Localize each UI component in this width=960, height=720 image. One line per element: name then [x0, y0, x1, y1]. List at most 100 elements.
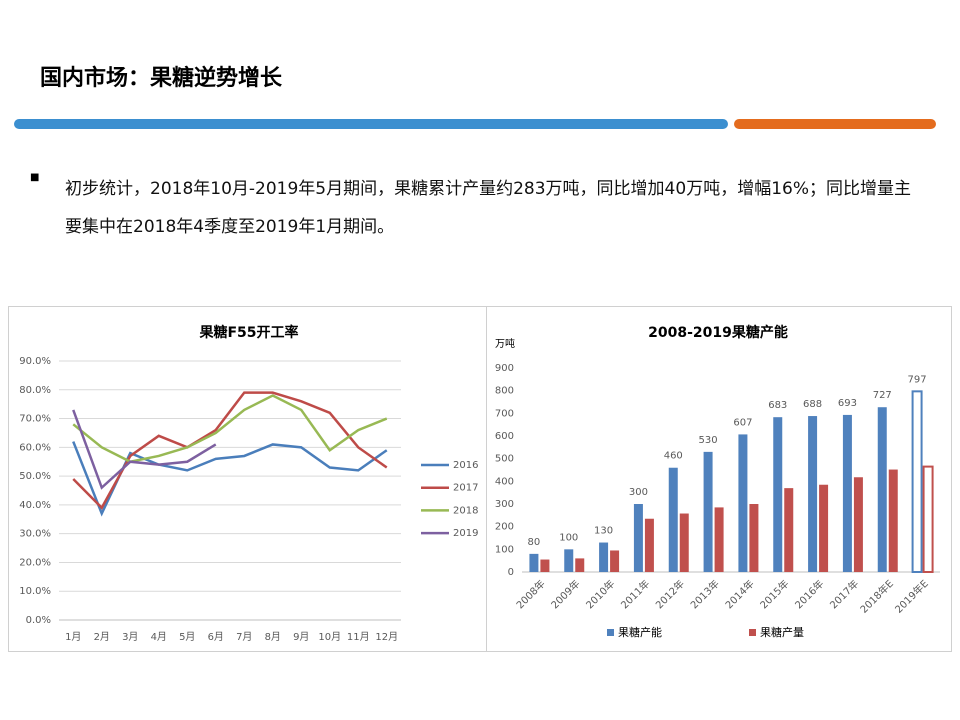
- bar: [784, 488, 794, 572]
- y-tick-label: 30.0%: [19, 529, 51, 540]
- bar: [529, 553, 539, 572]
- bar: [599, 542, 609, 572]
- legend-label: 2017: [453, 483, 478, 494]
- bar: [853, 477, 863, 572]
- chart-title: 果糖F55开工率: [198, 324, 298, 341]
- legend-swatch: [749, 629, 756, 636]
- y-tick-label: 0.0%: [26, 615, 51, 626]
- x-tick-label: 2019年E: [892, 577, 931, 616]
- line-chart: 果糖F55开工率 0.0% 10.0% 20.0% 30.0% 40.0% 50.0% 60.…: [8, 306, 487, 652]
- bullet-text: 初步统计，2018年10月-2019年5月期间，果糖累计产量约283万吨，同比增…: [65, 179, 911, 237]
- x-tick-label: 9月: [293, 631, 309, 643]
- x-tick-label: 2月: [94, 631, 110, 643]
- bar: [668, 467, 678, 572]
- data-label: 607: [733, 417, 752, 428]
- y-tick-label: 800: [495, 386, 514, 397]
- bar: [714, 507, 724, 572]
- bar: [540, 559, 550, 572]
- data-label: 80: [528, 537, 541, 548]
- x-tick-label: 12月: [375, 631, 398, 643]
- data-label: 683: [768, 400, 787, 411]
- y-tick-label: 60.0%: [19, 442, 51, 453]
- data-label: 693: [838, 398, 857, 409]
- y-tick-label: 300: [495, 499, 514, 510]
- y-tick-label: 0: [508, 567, 514, 578]
- y-tick-label: 400: [495, 476, 514, 487]
- legend-label: 2019: [453, 528, 478, 539]
- bar: [575, 558, 585, 572]
- bar: [610, 550, 620, 572]
- x-tick-label: 11月: [347, 631, 370, 643]
- x-tick-label: 2018年E: [857, 577, 896, 616]
- bar: [564, 549, 574, 572]
- x-tick-label: 2012年: [653, 577, 687, 611]
- legend-swatch: [607, 629, 614, 636]
- page-title: 国内市场：果糖逆势增长: [40, 66, 283, 91]
- divider: [14, 119, 728, 129]
- x-tick-label: 2011年: [618, 577, 652, 611]
- bar: [888, 469, 898, 572]
- y-tick-label: 100: [495, 544, 514, 555]
- bar: [922, 465, 934, 574]
- x-tick-label: 7月: [236, 631, 252, 643]
- legend-label: 2018: [453, 505, 478, 516]
- bar: [911, 390, 923, 573]
- bullet-marker: ■: [30, 172, 40, 183]
- y-tick-label: 500: [495, 454, 514, 465]
- x-tick-label: 3月: [122, 631, 138, 643]
- bar: [773, 417, 783, 572]
- legend-label: 2016: [453, 460, 478, 471]
- data-label: 727: [873, 390, 892, 401]
- y-tick-label: 80.0%: [19, 385, 51, 396]
- x-tick-label: 2015年: [757, 577, 791, 611]
- x-tick-label: 2016年: [792, 577, 826, 611]
- line-series: [72, 441, 388, 517]
- x-tick-label: 2010年: [583, 577, 617, 611]
- y-tick-label: 10.0%: [19, 586, 51, 597]
- line-series: [72, 394, 388, 464]
- legend-label: 果糖产能: [618, 625, 662, 639]
- x-tick-label: 5月: [179, 631, 195, 643]
- data-label: 460: [664, 451, 683, 462]
- y-tick-label: 20.0%: [19, 557, 51, 568]
- x-tick-label: 10月: [318, 631, 341, 643]
- line-series: [72, 409, 217, 490]
- data-label: 688: [803, 399, 822, 410]
- x-tick-label: 2009年: [548, 577, 582, 611]
- divider: [734, 119, 936, 129]
- y-axis-label: 万吨: [495, 337, 515, 350]
- y-tick-label: 40.0%: [19, 500, 51, 511]
- chart-title: 2008-2019果糖产能: [648, 324, 788, 341]
- x-tick-label: 2013年: [688, 577, 722, 611]
- x-tick-label: 2014年: [722, 577, 756, 611]
- y-tick-label: 600: [495, 431, 514, 442]
- bar: [738, 434, 748, 572]
- bar: [877, 407, 887, 572]
- bar: [679, 513, 689, 572]
- x-tick-label: 4月: [151, 631, 167, 643]
- x-tick-label: 6月: [208, 631, 224, 643]
- bar: [808, 416, 818, 572]
- data-label: 100: [559, 532, 578, 543]
- x-tick-label: 1月: [65, 631, 81, 643]
- bar: [703, 451, 713, 572]
- bar: [842, 414, 852, 572]
- x-tick-label: 2017年: [827, 577, 861, 611]
- bar: [819, 484, 829, 572]
- bar: [633, 504, 643, 572]
- y-tick-label: 70.0%: [19, 414, 51, 425]
- line-series: [72, 391, 388, 510]
- y-tick-label: 90.0%: [19, 356, 51, 367]
- x-tick-label: 2008年: [513, 577, 547, 611]
- y-tick-label: 200: [495, 522, 514, 533]
- data-label: 300: [629, 487, 648, 498]
- y-tick-label: 50.0%: [19, 471, 51, 482]
- y-tick-label: 900: [495, 363, 514, 374]
- bar: [644, 518, 654, 572]
- data-label: 530: [699, 435, 718, 446]
- y-tick-label: 700: [495, 408, 514, 419]
- bar: [749, 504, 759, 572]
- x-tick-label: 8月: [265, 631, 281, 643]
